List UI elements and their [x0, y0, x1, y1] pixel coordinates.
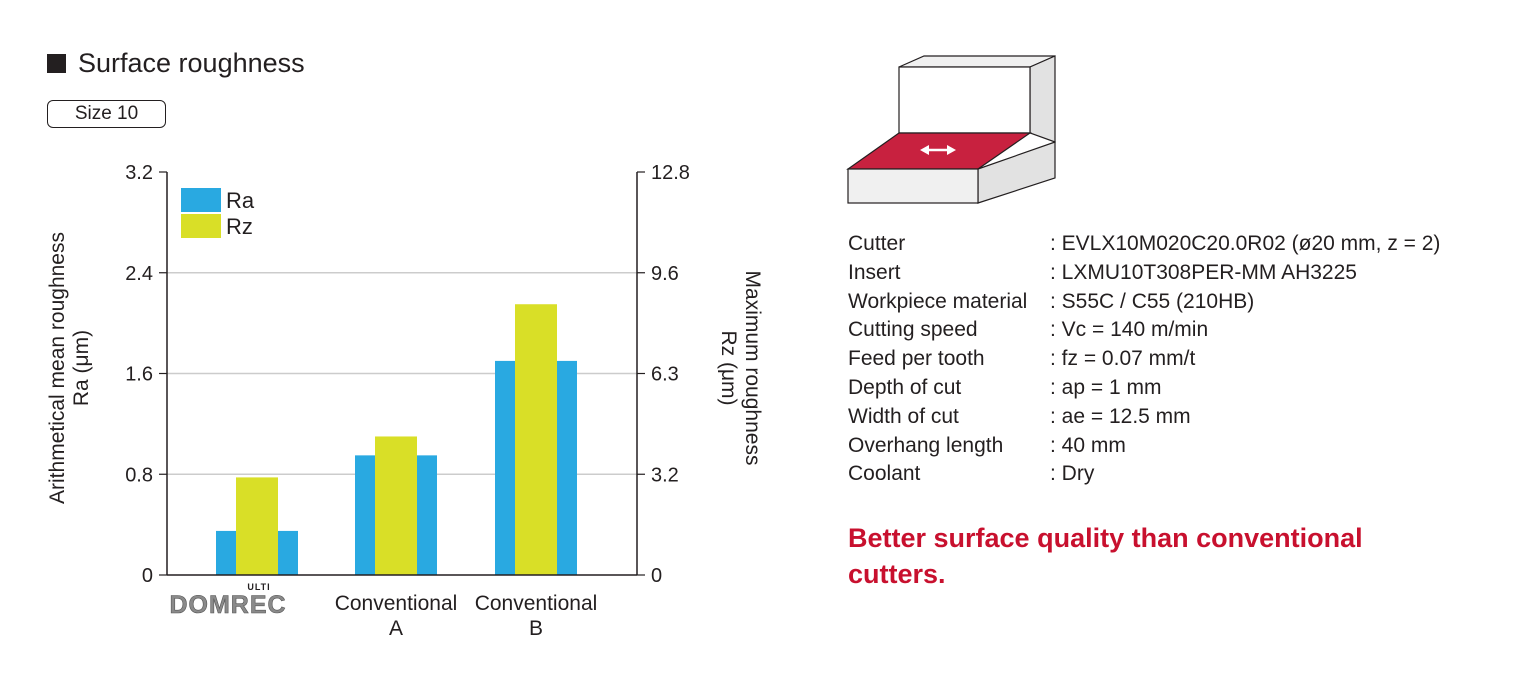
spec-value: : 40 mm [1050, 433, 1126, 457]
page-title: Surface roughness [78, 48, 305, 78]
size-badge: Size 10 [47, 100, 166, 128]
y-right-tick-label: 6.3 [651, 364, 679, 386]
workpiece-illustration [846, 55, 1056, 204]
y-left-tick-label: 2.4 [125, 263, 153, 285]
spec-label: Width of cut [848, 404, 959, 428]
y-axis-right-title: Maximum roughness Rz (μm) [716, 178, 764, 558]
spec-row-cutting-speed: Cutting speed : Vc = 140 m/min [848, 316, 1440, 345]
legend-label: Ra [226, 188, 255, 213]
spec-row-insert: Insert : LXMU10T308PER-MM AH3225 [848, 259, 1440, 288]
spec-label: Coolant [848, 462, 921, 486]
bar-rz [236, 477, 278, 575]
spec-value: : EVLX10M020C20.0R02 (ø20 mm, z = 2) [1050, 232, 1441, 255]
spec-value: : Vc = 140 m/min [1050, 318, 1209, 342]
spec-row-overhang: Overhang length : 40 mm [848, 432, 1440, 461]
cutting-conditions: Cutter : EVLX10M020C20.0R02 (ø20 mm, z =… [848, 230, 1440, 489]
y-left-tick-label: 1.6 [125, 364, 153, 386]
spec-value: : fz = 0.07 mm/t [1050, 347, 1196, 371]
y-axis-left-title: Arithmetical mean roughness Ra (μm) [46, 178, 94, 558]
spec-row-coolant: Coolant : Dry [848, 460, 1440, 489]
x-category-label: Conventional [335, 592, 458, 615]
y-right-tick-label: 12.8 [651, 162, 690, 184]
spec-row-cutter: Cutter : EVLX10M020C20.0R02 (ø20 mm, z =… [848, 230, 1440, 259]
spec-label: Feed per tooth [848, 347, 985, 371]
y-right-tick-label: 9.6 [651, 263, 679, 285]
block-front-face [898, 66, 1031, 134]
headline: Better surface quality than conventional… [848, 523, 1363, 589]
y-left-tick-label: 3.2 [125, 162, 153, 184]
base-front-face [847, 168, 979, 204]
spec-row-workpiece: Workpiece material : S55C / C55 (210HB) [848, 288, 1440, 317]
spec-label: Insert [848, 260, 901, 284]
spec-row-depth: Depth of cut : ap = 1 mm [848, 374, 1440, 403]
logo-main-text: DOMREC [169, 591, 286, 619]
legend-swatch [181, 188, 221, 212]
block-top-face [898, 55, 1056, 68]
spec-value: : ap = 1 mm [1050, 375, 1162, 399]
x-category-label: A [389, 617, 403, 640]
spec-value: : ae = 12.5 mm [1050, 404, 1191, 428]
x-category-label: B [529, 617, 543, 640]
y-right-title-line: Maximum roughness [741, 270, 764, 466]
legend-label: Rz [226, 214, 253, 239]
spec-value: : LXMU10T308PER-MM AH3225 [1050, 260, 1357, 284]
y-left-title-line: Ra (μm) [70, 329, 93, 407]
y-left-tick-label: 0.8 [125, 464, 153, 486]
spec-label: Cutter [848, 232, 906, 255]
spec-row-width: Width of cut : ae = 12.5 mm [848, 403, 1440, 432]
title-square-icon [47, 54, 66, 73]
logo-sup-text: ULTI [247, 582, 270, 592]
y-right-tick-label: 3.2 [651, 464, 679, 486]
spec-label: Workpiece material [848, 289, 1028, 313]
spec-label: Overhang length [848, 433, 1004, 457]
spec-label: Depth of cut [848, 375, 962, 399]
spec-value: : Dry [1050, 462, 1095, 486]
y-left-tick-label: 0 [142, 565, 153, 587]
y-left-title-line: Arithmetical mean roughness [46, 232, 69, 504]
spec-label: Cutting speed [848, 318, 978, 342]
spec-value: : S55C / C55 (210HB) [1050, 289, 1255, 313]
spec-row-feed: Feed per tooth : fz = 0.07 mm/t [848, 345, 1440, 374]
legend-swatch [181, 214, 221, 238]
feed-direction-icon [920, 145, 956, 155]
bar-rz [375, 436, 417, 575]
section-title: Surface roughness [47, 48, 305, 79]
y-right-tick-label: 0 [651, 565, 662, 587]
block-side-face [1029, 55, 1056, 143]
y-right-title-line: Rz (μm) [717, 330, 740, 406]
x-category-label: Conventional [475, 592, 598, 615]
bar-rz [515, 304, 557, 575]
